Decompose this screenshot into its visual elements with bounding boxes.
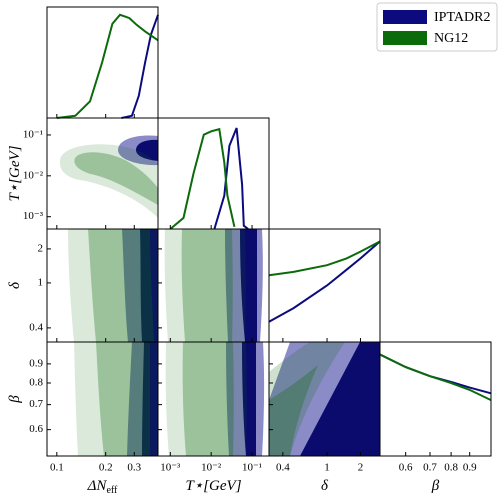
contour-region xyxy=(74,152,158,205)
y-tick-label: 0.8 xyxy=(29,377,43,389)
y-axis-label: β xyxy=(7,395,23,404)
contour-region xyxy=(240,229,257,342)
legend-label: IPTADR2 xyxy=(434,10,490,25)
contour-region xyxy=(142,342,158,456)
legend-label: NG12 xyxy=(434,31,468,46)
x-tick-label: 10⁻² xyxy=(201,462,222,474)
panel-frame xyxy=(157,117,270,230)
x-tick-label: 2 xyxy=(358,462,364,474)
legend-swatch xyxy=(383,31,427,45)
axis-label-text: T⋆[GeV] xyxy=(7,145,23,201)
density-curve xyxy=(56,13,159,119)
contour-region xyxy=(300,342,380,456)
legend: IPTADR2 NG12 xyxy=(376,2,498,52)
y-tick-label: 0.4 xyxy=(29,321,43,333)
x-tick-label: 0.4 xyxy=(276,462,290,474)
panel-frame xyxy=(268,228,381,343)
contour-region xyxy=(165,342,247,456)
contour-region xyxy=(74,342,158,456)
y-tick-label: 0.7 xyxy=(29,398,43,410)
y-axis-label: δ xyxy=(7,281,23,289)
density-curve xyxy=(268,240,381,323)
axis-label-text: β xyxy=(7,395,23,404)
axis-label-text: T⋆[GeV] xyxy=(185,478,241,494)
density-curve xyxy=(213,127,249,230)
x-tick-label: 0.1 xyxy=(50,462,64,474)
y-tick-label: 10⁻³ xyxy=(23,210,44,222)
axis-label-text: δ xyxy=(321,478,329,494)
density-curve xyxy=(268,240,381,277)
y-tick-label: 10⁻² xyxy=(23,169,44,181)
legend-swatch xyxy=(383,10,427,24)
x-tick-label: 0.3 xyxy=(127,462,141,474)
x-tick-label: 1 xyxy=(324,462,330,474)
y-tick-label: 0.9 xyxy=(29,357,43,369)
contour-region xyxy=(136,139,158,161)
x-axis-label: ΔNeff xyxy=(87,478,118,496)
density-curve xyxy=(169,127,236,230)
contour-region xyxy=(242,342,256,456)
axis-label-text: ΔN xyxy=(87,478,108,494)
contour-region xyxy=(269,342,345,456)
x-axis-label: β xyxy=(431,478,440,494)
density-curve xyxy=(121,14,159,119)
x-tick-label: 10⁻¹ xyxy=(242,462,262,474)
density-curve xyxy=(379,353,492,395)
panel-frame xyxy=(379,341,492,457)
x-tick-label: 0.8 xyxy=(444,462,458,474)
y-tick-label: 2 xyxy=(38,242,44,254)
y-tick-label: 1 xyxy=(38,276,44,288)
y-tick-label: 10⁻¹ xyxy=(23,128,43,140)
contour-region xyxy=(59,144,158,218)
y-tick-label: 0.6 xyxy=(29,423,43,435)
x-tick-label: 0.6 xyxy=(399,462,413,474)
axis-label-text: β xyxy=(431,478,440,494)
contours xyxy=(59,135,380,456)
x-tick-label: 0.9 xyxy=(463,462,477,474)
contour-region xyxy=(269,365,318,456)
contour-region xyxy=(96,342,150,456)
contour-region xyxy=(68,229,158,342)
x-tick-label: 0.2 xyxy=(99,462,113,474)
x-tick-label: 10⁻³ xyxy=(160,462,181,474)
x-axis-label: δ xyxy=(321,478,329,494)
y-axis-label: T⋆[GeV] xyxy=(7,145,23,201)
x-axis-label: T⋆[GeV] xyxy=(185,478,241,494)
contour-region xyxy=(140,229,158,342)
contour-region xyxy=(88,229,154,342)
axis-label-text: δ xyxy=(7,281,23,289)
axis-label-sub: eff xyxy=(106,485,118,496)
x-tick-label: 0.7 xyxy=(423,462,437,474)
contour-region xyxy=(164,229,246,342)
density-curve xyxy=(379,353,492,402)
contour-region xyxy=(181,229,233,342)
contour-region xyxy=(182,342,234,456)
